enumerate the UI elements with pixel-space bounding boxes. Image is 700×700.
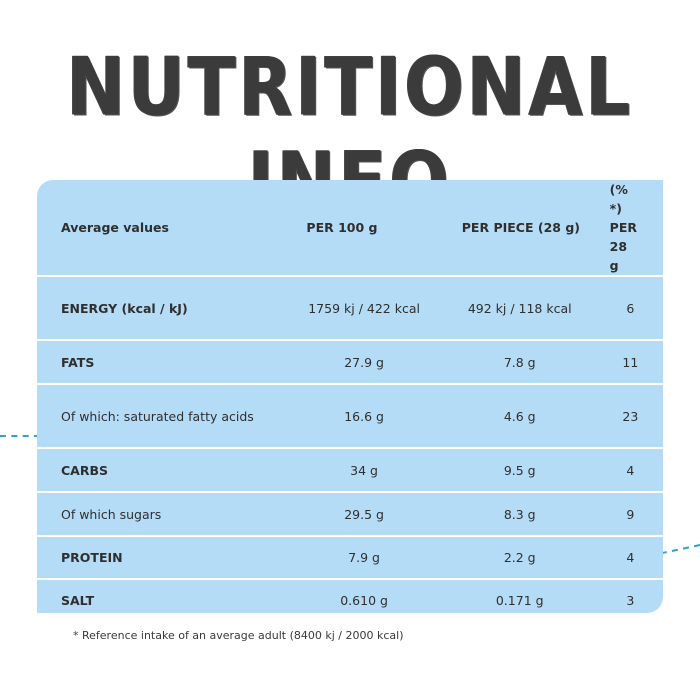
row-per-piece: 2.2 g xyxy=(441,536,598,580)
row-per-piece: 9.5 g xyxy=(441,448,598,493)
row-per-piece: 0.171 g xyxy=(495,593,544,608)
nutrition-table-card: Average values PER 100 g PER PIECE (28 g… xyxy=(37,180,663,613)
row-per-100g: 7.9 g xyxy=(286,536,442,580)
table-row: Of which sugars 29.5 g 8.3 g 9 xyxy=(37,492,663,537)
nutrition-table: Average values PER 100 g PER PIECE (28 g… xyxy=(37,180,663,613)
row-label: FATS xyxy=(37,340,287,385)
dashed-line-decoration xyxy=(0,435,40,437)
row-label: ENERGY (kcal / kJ) xyxy=(37,276,287,341)
row-percent: 9 xyxy=(597,492,663,537)
table-row: ENERGY (kcal / kJ) 1759 kj / 422 kcal 49… xyxy=(37,276,663,341)
table-row: Of which: saturated fatty acids 16.6 g 4… xyxy=(37,384,663,449)
row-percent: 4 xyxy=(597,536,663,580)
header-per-piece: PER PIECE (28 g) xyxy=(441,180,598,277)
footnote: * Reference intake of an average adult (… xyxy=(73,629,404,642)
dashed-line-decoration xyxy=(660,544,700,555)
table-row: SALT 0.610 g 0.171 g 3 xyxy=(37,579,663,613)
row-label: Of which sugars xyxy=(37,492,287,537)
row-percent: 23 xyxy=(597,384,663,449)
table-row: CARBS 34 g 9.5 g 4 xyxy=(37,448,663,493)
header-average-values: Average values xyxy=(37,180,287,277)
row-per-piece: 8.3 g xyxy=(441,492,598,537)
row-percent: 3 xyxy=(626,593,635,608)
row-percent: 11 xyxy=(597,340,663,385)
row-per-piece: 7.8 g xyxy=(441,340,598,385)
header-per-100g: PER 100 g xyxy=(286,180,442,277)
row-per-100g: 34 g xyxy=(286,448,442,493)
row-per-100g: 27.9 g xyxy=(286,340,442,385)
row-label: SALT xyxy=(61,593,95,608)
row-per-100g: 0.610 g xyxy=(340,593,388,608)
row-label: PROTEIN xyxy=(37,536,287,580)
row-per-100g: 1759 kj / 422 kcal xyxy=(286,276,442,341)
header-percent-ri: (% *) PER 28 g xyxy=(597,180,663,277)
row-percent: 4 xyxy=(597,448,663,493)
row-per-piece: 4.6 g xyxy=(441,384,598,449)
row-per-piece: 492 kj / 118 kcal xyxy=(441,276,598,341)
row-percent: 6 xyxy=(597,276,663,341)
table-row: PROTEIN 7.9 g 2.2 g 4 xyxy=(37,536,663,580)
table-row: FATS 27.9 g 7.8 g 11 xyxy=(37,340,663,385)
row-per-100g: 29.5 g xyxy=(286,492,442,537)
row-label: Of which: saturated fatty acids xyxy=(37,384,287,449)
row-label: CARBS xyxy=(37,448,287,493)
table-header-row: Average values PER 100 g PER PIECE (28 g… xyxy=(37,180,663,277)
row-per-100g: 16.6 g xyxy=(286,384,442,449)
